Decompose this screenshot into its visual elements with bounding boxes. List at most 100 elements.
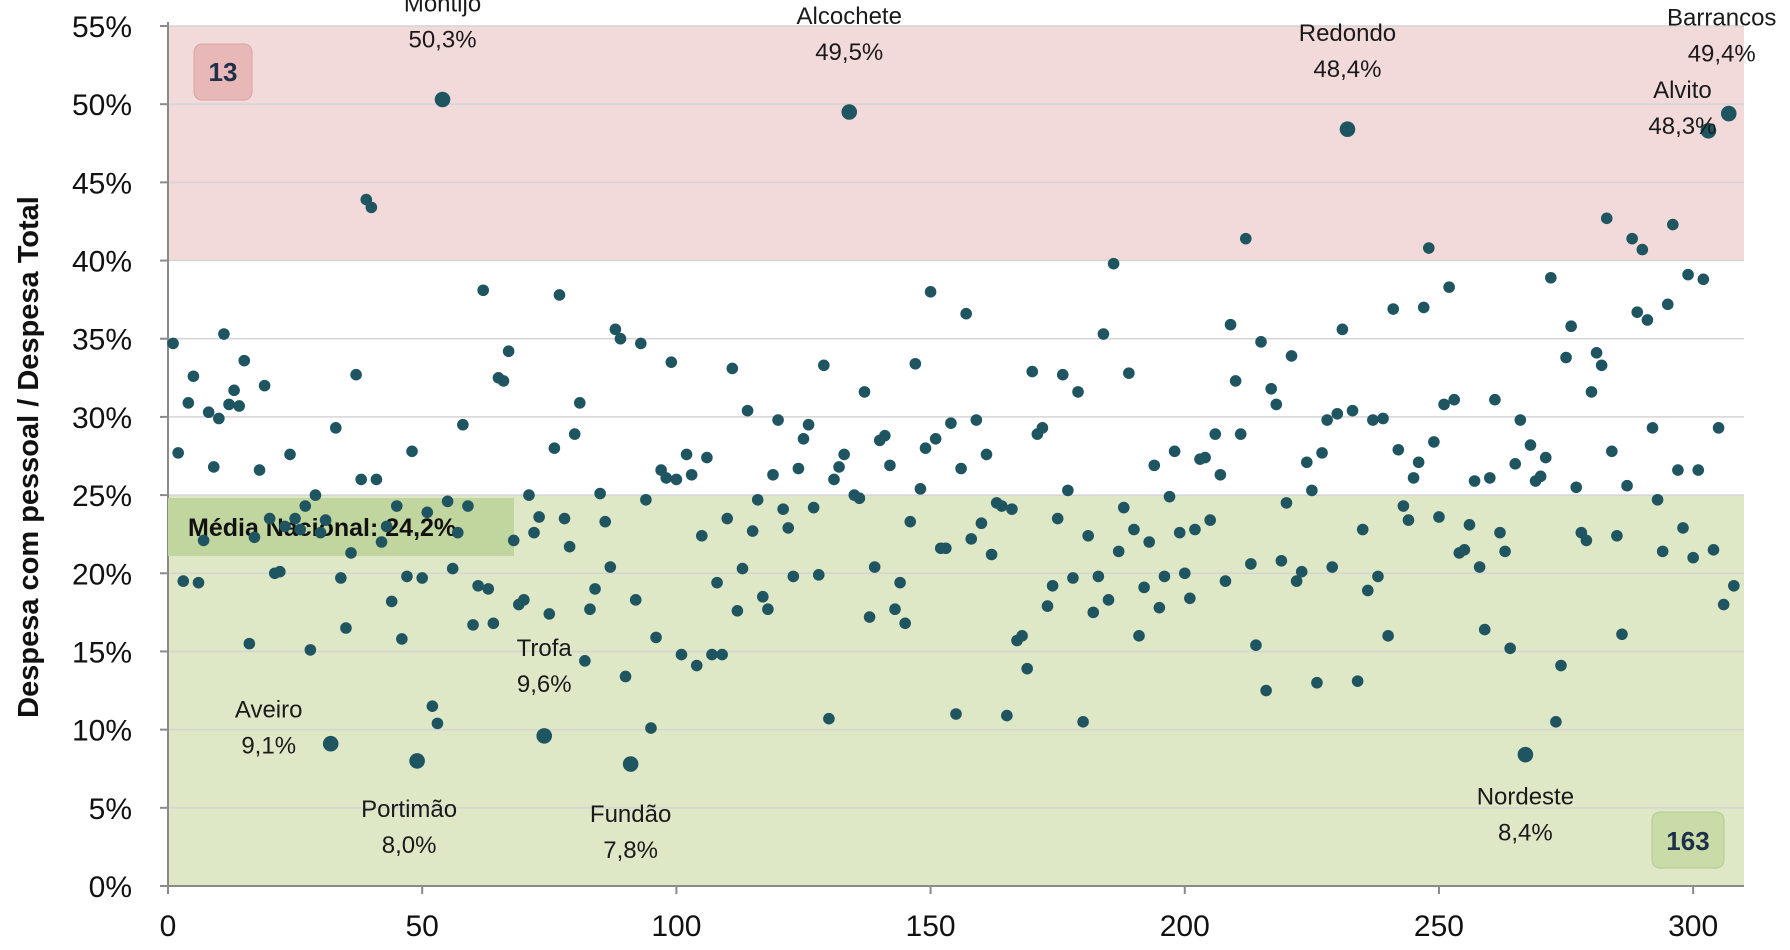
data-point — [594, 487, 606, 500]
data-point — [889, 603, 901, 616]
data-point — [365, 201, 378, 214]
data-point — [640, 493, 652, 506]
data-point — [238, 354, 251, 367]
data-point — [833, 461, 845, 473]
count-high-badge: 13 — [193, 43, 253, 101]
data-point — [589, 583, 601, 595]
data-point — [1260, 684, 1272, 697]
data-point — [1499, 545, 1511, 558]
data-point — [1377, 412, 1389, 425]
data-point — [457, 418, 469, 431]
data-point — [965, 533, 978, 545]
data-point — [1504, 642, 1516, 655]
data-point — [741, 404, 754, 417]
y-tick-label: 55% — [72, 11, 132, 44]
data-point — [1646, 422, 1659, 434]
data-point — [1046, 579, 1059, 592]
data-point — [1677, 522, 1689, 534]
highlight-point — [1720, 105, 1737, 122]
data-point — [1717, 598, 1730, 611]
data-point — [243, 637, 256, 650]
data-point — [599, 515, 612, 528]
data-point — [726, 362, 739, 375]
band-1 — [168, 26, 1744, 261]
data-point — [929, 433, 942, 445]
data-point — [1397, 500, 1410, 512]
data-point — [1321, 414, 1333, 426]
annotation-value: 9,6% — [517, 671, 572, 698]
data-point — [1219, 575, 1232, 587]
data-point — [879, 429, 891, 442]
data-point — [172, 447, 184, 459]
data-point — [1473, 561, 1486, 573]
data-point — [385, 595, 398, 608]
data-point — [1707, 544, 1720, 556]
data-point — [975, 517, 988, 530]
data-point — [1667, 218, 1679, 231]
data-point — [1021, 662, 1033, 675]
data-point — [690, 659, 703, 672]
data-point — [1433, 511, 1445, 523]
data-point — [950, 708, 962, 720]
data-point — [1270, 398, 1283, 411]
annotations: Montijo 50,3% Alcochete 49,5% Redondo 48,4% Ba… — [235, 0, 1777, 864]
data-point — [218, 328, 230, 340]
data-point — [1392, 443, 1405, 456]
data-point — [1117, 501, 1130, 514]
data-point — [284, 448, 296, 461]
data-point — [1082, 529, 1094, 542]
data-point — [904, 515, 917, 528]
highlight-point — [1700, 122, 1717, 139]
data-point — [960, 307, 972, 320]
annotation-name: Trofa — [517, 635, 573, 662]
data-point — [1534, 470, 1547, 483]
data-point — [187, 370, 200, 383]
highlight-point — [409, 753, 425, 769]
data-point — [319, 514, 332, 526]
data-point — [467, 619, 479, 631]
average-label-box: Média Nacional: 24,2% — [168, 498, 514, 556]
data-point — [1265, 382, 1277, 395]
data-point — [970, 414, 983, 426]
data-point — [1372, 570, 1384, 583]
data-point — [685, 468, 698, 481]
data-point — [1631, 306, 1644, 318]
data-point — [1239, 232, 1252, 245]
data-point — [782, 522, 795, 534]
data-point — [1346, 404, 1359, 417]
data-point — [1153, 601, 1166, 614]
data-point — [248, 531, 261, 544]
data-point — [777, 503, 789, 515]
data-point — [1189, 523, 1201, 536]
data-point — [294, 523, 306, 536]
data-point — [924, 286, 937, 298]
data-point — [182, 397, 195, 409]
data-point — [1524, 439, 1537, 451]
data-point — [1550, 716, 1562, 728]
data-point — [1285, 350, 1298, 362]
highlight-point — [622, 756, 639, 772]
x-tick-label: 0 — [160, 910, 177, 943]
data-point — [401, 570, 413, 583]
data-point — [919, 442, 932, 454]
data-point — [1123, 367, 1135, 379]
data-point — [1245, 558, 1257, 570]
data-point — [167, 337, 179, 350]
data-point — [390, 500, 403, 512]
data-point — [1428, 436, 1440, 448]
data-point — [431, 717, 444, 730]
annotation-name: Alvito — [1653, 77, 1712, 104]
y-tick-label: 15% — [72, 636, 132, 669]
x-tick-labels: 0 50 100 150 200 250 300 — [160, 886, 1718, 943]
data-point — [787, 570, 800, 583]
data-point — [1672, 464, 1684, 476]
annotation-name: Nordeste — [1477, 784, 1574, 811]
data-point — [548, 442, 561, 454]
data-point — [335, 572, 347, 584]
data-point — [955, 462, 967, 475]
data-point — [1443, 281, 1455, 293]
data-point — [1463, 519, 1476, 531]
data-point — [1590, 347, 1603, 359]
data-point — [884, 459, 896, 472]
data-point — [1570, 481, 1583, 494]
